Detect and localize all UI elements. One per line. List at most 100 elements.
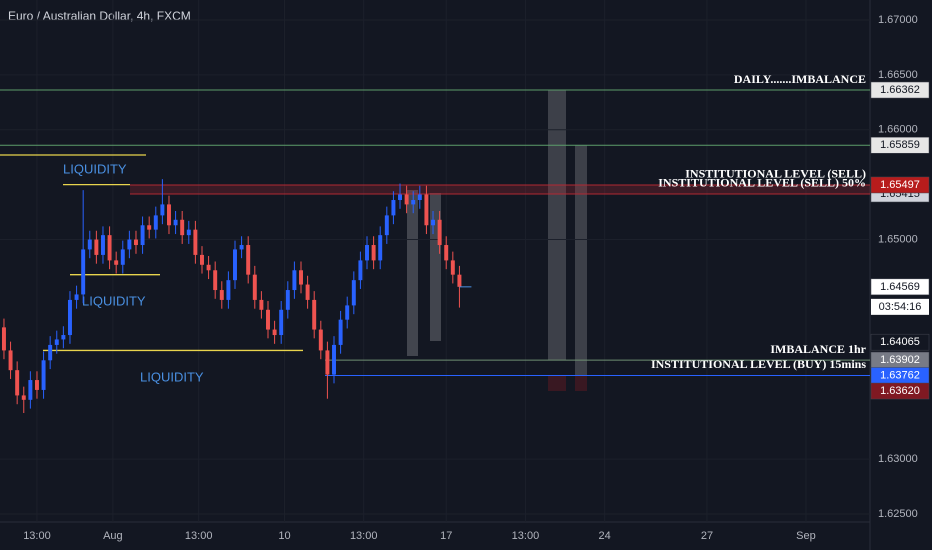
candle-body [160,204,165,216]
candle-body [398,194,402,201]
candle-body [206,264,211,271]
candle-body [312,299,317,330]
candle-body [345,305,350,320]
candle-body [252,274,257,300]
candle-body [48,344,53,361]
projection-box [548,375,566,391]
candle-body [21,395,26,400]
candles [1,179,462,413]
projection-box [548,90,566,360]
candle-body [1,327,6,351]
candle-body [41,360,46,390]
candle-body [437,219,442,246]
y-tick-label: 1.65000 [878,233,918,245]
candle-body [417,194,422,201]
x-tick-label: 13:00 [185,530,213,542]
candle-body [15,370,20,396]
candle-body [239,245,244,250]
x-tick-label: 17 [440,530,452,542]
candle-body [107,235,112,261]
x-tick-label: 13:00 [512,530,540,542]
y-tick-label: 1.63000 [878,453,918,465]
candle-body [127,239,132,250]
candle-body [266,309,270,330]
y-tick-label: 1.66500 [878,69,918,81]
candle-body [94,239,99,255]
projection-box [575,145,587,375]
sell-zone [130,184,870,194]
price-tag: 1.64065 [880,336,920,348]
level-label: INSTITUTIONAL LEVEL (SELL) [685,167,866,181]
y-tick-label: 1.66000 [878,124,918,136]
candle-body [173,219,178,226]
x-tick-label: 13:00 [23,530,51,542]
level-label: INSTITUTIONAL LEVEL (BUY) 15mins [651,357,866,371]
candle-body [153,215,158,230]
price-tag-bg [870,382,930,400]
candle-body [193,229,198,255]
level-tag: 1.65859 [880,139,920,151]
liquidity-label: LIQUIDITY [63,161,127,176]
candle-body [120,249,125,265]
candle-body [200,254,204,265]
candle-body [233,249,237,281]
candle-body [226,280,231,300]
x-tick-label: 27 [701,530,713,542]
candle-body [133,239,138,246]
projection-box [407,190,418,356]
candle-body [404,194,409,205]
projection-box [430,193,441,341]
candle-body [87,239,92,250]
candle-body [384,215,389,236]
candle-body [61,335,66,340]
level-tag-bg [870,81,930,99]
liquidity-label: LIQUIDITY [140,369,204,384]
grid [0,0,870,522]
candle-body [219,290,224,300]
candle-body [140,225,145,246]
candle-body [28,380,33,400]
x-tick-label: Sep [796,530,816,542]
candle-body [358,260,363,281]
level-tag: 1.66362 [880,84,920,96]
candle-body [147,225,152,230]
candle-body [299,270,303,285]
level-tag-bg [870,176,930,194]
candle-body [8,350,13,371]
level-label: IMBALANCE 1hr [770,342,866,356]
candle-body [100,235,105,255]
candle-body [54,339,59,345]
candle-body [259,299,264,310]
candle-body [365,245,369,261]
candle-body [318,329,323,351]
candle-body [292,270,297,291]
candle-body [332,344,336,375]
x-tick-label: 10 [278,530,290,542]
candle-body [424,194,429,226]
x-tick-label: 13:00 [350,530,378,542]
candle-body [351,280,356,306]
candle-body [186,229,191,236]
candle-body [444,245,449,261]
price-tag-bg [870,278,930,296]
candle-body [338,319,343,345]
chart-title: Euro / Australian Dollar, 4h, FXCM [8,9,191,23]
candle-body [81,249,86,295]
countdown-bg [871,298,929,315]
level-tag: 1.63762 [880,369,920,381]
candle-body [246,245,251,275]
level-label: DAILY.......IMBALANCE [734,72,866,86]
projection-box [575,375,587,391]
countdown: 03:54:16 [879,301,922,313]
candle-body [378,235,383,261]
x-tick-label: 24 [599,530,611,542]
candle-body [450,260,455,275]
level-tag: 1.63902 [880,354,920,366]
candle-body [371,245,376,261]
y-tick-label: 1.67000 [878,14,918,26]
x-tick-label: Aug [103,530,123,542]
candle-body [391,200,396,216]
candle-body [34,380,39,390]
candle-body [167,204,171,226]
